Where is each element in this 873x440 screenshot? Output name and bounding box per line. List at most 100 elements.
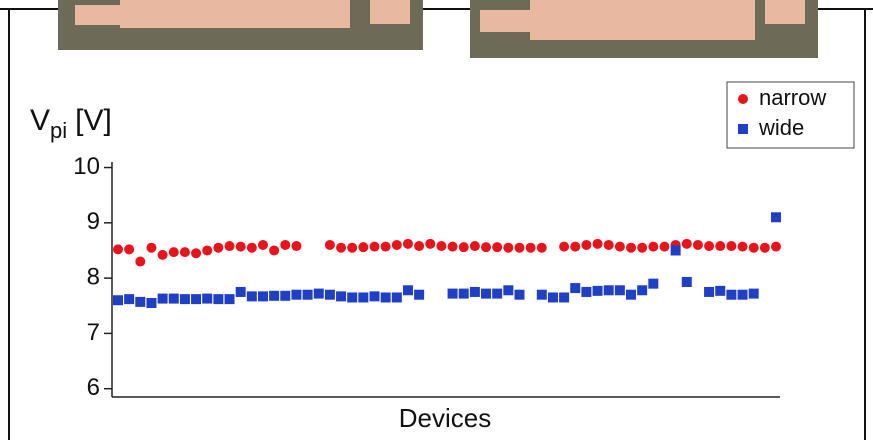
point [124,294,134,304]
point [626,243,636,253]
point [604,285,614,295]
chart: Vpi[V] Devices 678910narrowwide [0,0,873,440]
y-label-main: V [30,104,50,137]
point [124,244,134,254]
point [715,241,725,251]
point [236,287,246,297]
point [648,242,658,252]
y-tick-label: 7 [87,319,100,346]
point [726,241,736,251]
point [682,277,692,287]
point [704,241,714,251]
point [436,241,446,251]
point [403,285,413,295]
point [370,291,380,301]
point [481,242,491,252]
point [336,291,346,301]
point [347,292,357,302]
point [749,243,759,253]
y-tick-label: 8 [87,263,100,290]
point [771,242,781,252]
point [738,290,748,300]
point [593,239,603,249]
point [648,279,658,289]
point [715,286,725,296]
legend-marker [738,94,748,104]
point [325,290,335,300]
point [180,247,190,257]
point [559,242,569,252]
point [392,240,402,250]
legend-marker [738,124,748,134]
point [481,289,491,299]
point [169,247,179,257]
point [269,245,279,255]
point [225,294,235,304]
point [626,290,636,300]
point [392,292,402,302]
point [113,244,123,254]
point [146,298,156,308]
point [570,283,580,293]
point [381,292,391,302]
point [760,243,770,253]
point [180,294,190,304]
point [526,243,536,253]
point [336,243,346,253]
point [693,240,703,250]
point [358,292,368,302]
point [414,241,424,251]
point [269,291,279,301]
point [514,290,524,300]
point [291,241,301,251]
point [604,240,614,250]
point [771,212,781,222]
point [470,241,480,251]
point [414,290,424,300]
point [247,243,257,253]
point [537,243,547,253]
point [492,242,502,252]
legend-label: wide [758,115,804,140]
point [225,241,235,251]
legend-label: narrow [759,85,826,110]
point [581,240,591,250]
point [559,292,569,302]
point [258,240,268,250]
point [448,289,458,299]
point [158,250,168,260]
point [258,291,268,301]
point [671,245,681,255]
point [169,294,179,304]
point [247,291,257,301]
point [637,285,647,295]
point [236,242,246,252]
point [593,286,603,296]
point [291,290,301,300]
point [202,245,212,255]
point [682,239,692,249]
point [280,291,290,301]
x-axis-label: Devices [399,403,491,433]
device-photo [470,0,818,58]
point [548,292,558,302]
point [726,290,736,300]
point [470,287,480,297]
device-photo [58,0,423,50]
point [659,242,669,252]
point [637,243,647,253]
point [514,243,524,253]
point [503,285,513,295]
y-tick-label: 9 [87,208,100,235]
y-label-sub: pi [50,118,67,143]
point [135,297,145,307]
point [146,243,156,253]
point [314,289,324,299]
point [325,240,335,250]
point [570,242,580,252]
y-tick-label: 6 [87,374,100,401]
y-axis-label: Vpi[V] [30,104,112,143]
point [403,239,413,249]
point [738,242,748,252]
point [503,243,513,253]
